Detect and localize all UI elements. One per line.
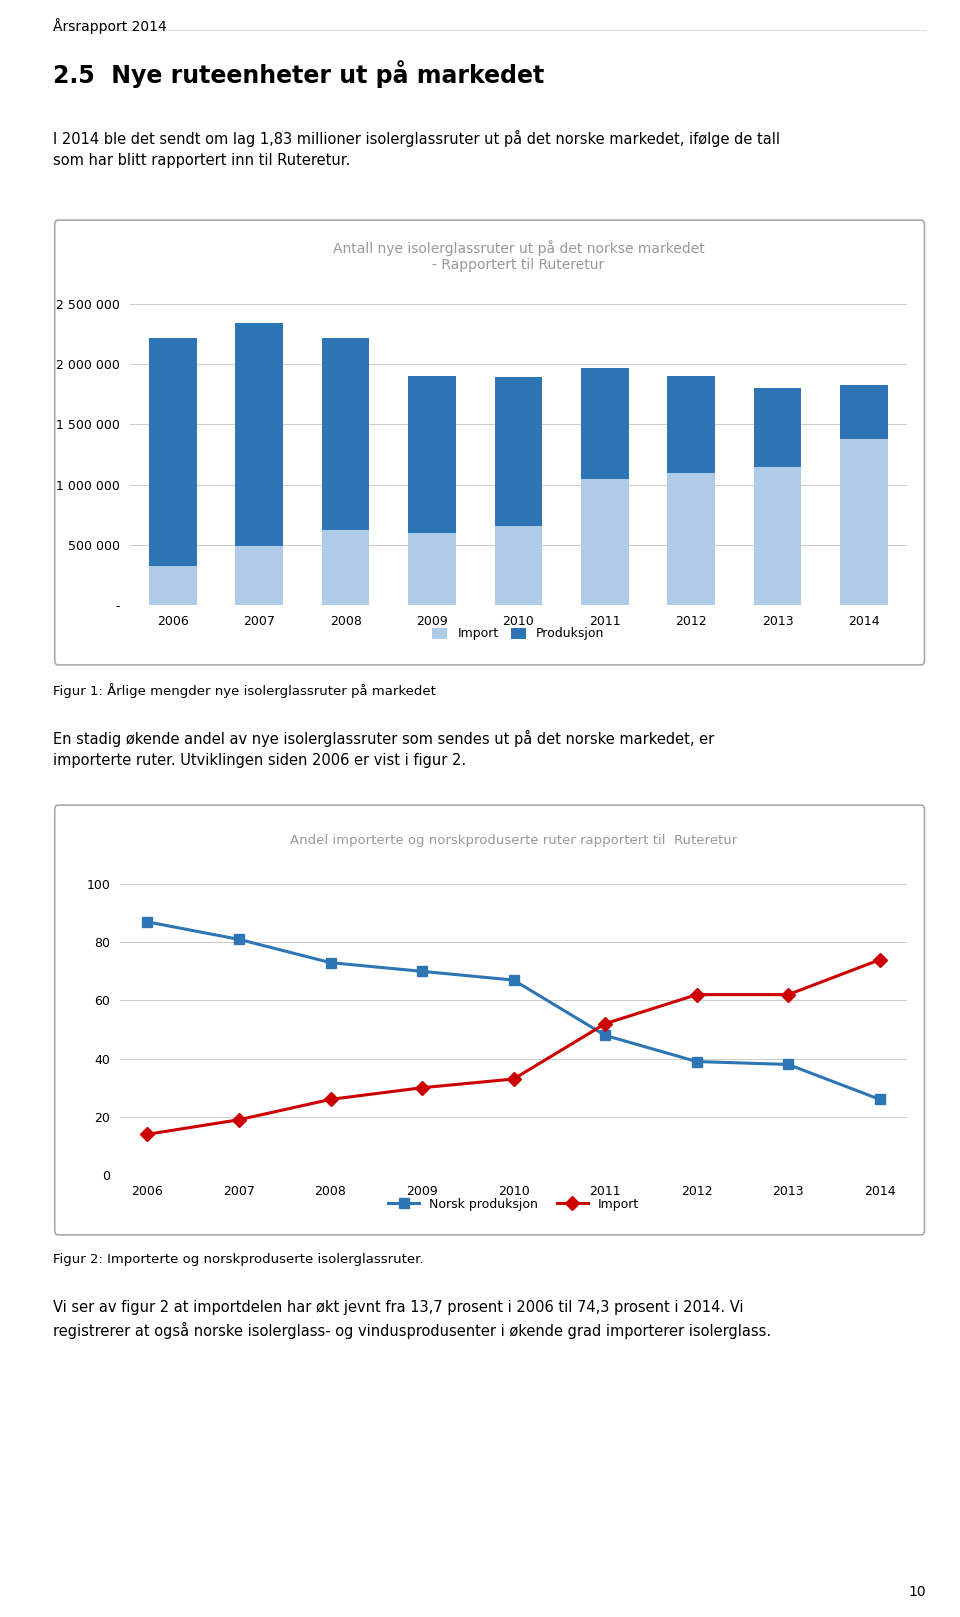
Bar <box>149 566 197 605</box>
Line: Import: Import <box>143 956 884 1138</box>
Import <box>417 1079 428 1098</box>
Bar <box>408 377 456 532</box>
Norsk produksjon <box>782 1054 794 1074</box>
Text: En stadig økende andel av nye isolerglassruter som sendes ut på det norske marke: En stadig økende andel av nye isolerglas… <box>53 729 714 768</box>
Bar <box>754 388 802 467</box>
Bar <box>322 530 370 605</box>
Import <box>508 1069 519 1088</box>
Import <box>691 985 703 1004</box>
Text: 10: 10 <box>909 1585 926 1599</box>
Bar <box>408 532 456 605</box>
Legend: Norsk produksjon, Import: Norsk produksjon, Import <box>383 1192 644 1216</box>
Import <box>233 1109 245 1129</box>
Norsk produksjon <box>691 1051 703 1070</box>
Text: Årsrapport 2014: Årsrapport 2014 <box>53 18 166 34</box>
Bar <box>581 479 629 605</box>
Bar <box>494 526 542 605</box>
Line: Norsk produksjon: Norsk produksjon <box>143 917 884 1104</box>
Import <box>324 1090 336 1109</box>
Bar <box>235 547 283 605</box>
Text: Vi ser av figur 2 at importdelen har økt jevnt fra 13,7 prosent i 2006 til 74,3 : Vi ser av figur 2 at importdelen har økt… <box>53 1300 771 1339</box>
Norsk produksjon <box>142 912 154 931</box>
Bar <box>840 385 888 438</box>
Norsk produksjon <box>417 962 428 982</box>
Bar <box>667 377 715 472</box>
Import <box>142 1124 154 1143</box>
Norsk produksjon <box>324 952 336 972</box>
Import <box>599 1014 611 1033</box>
Bar <box>840 438 888 605</box>
Bar <box>235 323 283 547</box>
Title: Andel importerte og norskproduserte ruter rapportert til  Ruteretur: Andel importerte og norskproduserte rute… <box>290 834 737 847</box>
Bar <box>322 338 370 530</box>
Bar <box>754 467 802 605</box>
Norsk produksjon <box>233 930 245 949</box>
Import <box>782 985 794 1004</box>
Bar <box>494 377 542 526</box>
Bar <box>581 369 629 479</box>
Bar <box>149 338 197 566</box>
Text: I 2014 ble det sendt om lag 1,83 millioner isolerglassruter ut på det norske mar: I 2014 ble det sendt om lag 1,83 million… <box>53 129 780 168</box>
Legend: Import, Produksjon: Import, Produksjon <box>427 623 610 645</box>
Norsk produksjon <box>508 970 519 990</box>
Norsk produksjon <box>599 1025 611 1045</box>
Import <box>874 951 885 970</box>
Text: Figur 2: Importerte og norskproduserte isolerglassruter.: Figur 2: Importerte og norskproduserte i… <box>53 1253 423 1266</box>
Bar <box>667 472 715 605</box>
Title: Antall nye isolerglassruter ut på det norkse markedet
- Rapportert til Ruteretur: Antall nye isolerglassruter ut på det no… <box>332 239 705 272</box>
Norsk produksjon <box>874 1090 885 1109</box>
Text: 2.5  Nye ruteenheter ut på markedet: 2.5 Nye ruteenheter ut på markedet <box>53 60 544 87</box>
Text: Figur 1: Årlige mengder nye isolerglassruter på markedet: Figur 1: Årlige mengder nye isolerglassr… <box>53 682 436 699</box>
